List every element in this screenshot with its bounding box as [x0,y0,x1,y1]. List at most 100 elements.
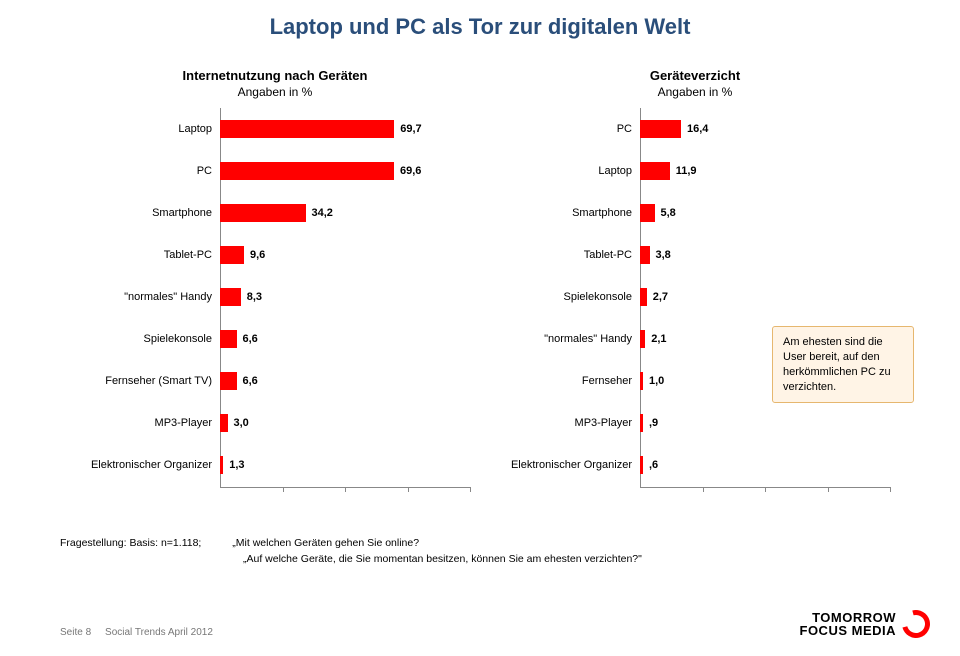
bar-row: PC 16,4 [500,118,890,140]
value-label: 3,0 [228,414,249,432]
bar-row: Elektronischer Organizer,6 [500,454,890,476]
axis-tick [828,487,829,492]
bar [220,120,394,138]
page-title: Laptop und PC als Tor zur digitalen Welt [0,14,960,40]
value-label: 69,6 [394,162,421,180]
category-label: MP3-Player [80,417,220,429]
category-label: Tablet-PC [80,249,220,261]
bar-track: 8,3 [220,288,470,306]
value-label: 11,9 [670,162,697,180]
logo-mark-icon [897,605,935,643]
value-label: ,9 [643,414,658,432]
bar [220,288,241,306]
chart-left-sub: Angaben in % [80,85,470,101]
chart-left-bars: Laptop 69,7 PC 69,6 Smartphone34,2 Tablet-PC 9… [80,108,470,488]
value-label: 3,8 [650,246,671,264]
bar-track: 69,6 [220,162,470,180]
category-label: Elektronischer Organizer [80,459,220,471]
bar [220,162,394,180]
category-label: Spielekonsole [500,291,640,303]
bar-row: Spielekonsole 2,7 [500,286,890,308]
bar-row: Fernseher (Smart TV) 6,6 [80,370,470,392]
bar-track: 9,6 [220,246,470,264]
category-label: Tablet-PC [500,249,640,261]
bar-track: 3,0 [220,414,470,432]
chart-right-header: Geräteverzicht Angaben in % [500,68,890,100]
value-label: 2,1 [645,330,666,348]
brand-logo: TOMORROW FOCUS MEDIA [800,610,931,638]
callout-box: Am ehesten sind die User bereit, auf den… [772,326,914,403]
axis-tick [890,487,891,492]
bar [640,120,681,138]
bar-row: Tablet-PC 9,6 [80,244,470,266]
category-label: "normales" Handy [80,291,220,303]
bar [640,288,647,306]
bar-row: Laptop 69,7 [80,118,470,140]
value-label: 2,7 [647,288,668,306]
category-label: Laptop [500,165,640,177]
bar-track: 16,4 [640,120,890,138]
bar [220,330,237,348]
category-label: PC [80,165,220,177]
chart-right-bars: PC 16,4 Laptop 11,9 Smartphone5,8 Tablet-PC 3,… [500,108,890,488]
bar-track: 2,7 [640,288,890,306]
value-label: 6,6 [237,372,258,390]
category-label: Elektronischer Organizer [500,459,640,471]
bar [220,204,306,222]
category-label: Laptop [80,123,220,135]
axis-tick [283,487,284,492]
category-label: "normales" Handy [500,333,640,345]
logo-line2: FOCUS MEDIA [800,624,897,637]
axis-tick [408,487,409,492]
bar [220,246,244,264]
bar [220,414,228,432]
axis-tick [470,487,471,492]
bar-row: PC 69,6 [80,160,470,182]
value-label: 34,2 [306,204,333,222]
value-label: 5,8 [655,204,676,222]
value-label: 69,7 [394,120,421,138]
bar-track: ,6 [640,456,890,474]
bar-row: Spielekonsole 6,6 [80,328,470,350]
category-label: Spielekonsole [80,333,220,345]
bar-row: Smartphone34,2 [80,202,470,224]
bar-row: MP3-Player,9 [500,412,890,434]
footnote: Fragestellung: Basis: n=1.118; „Mit welc… [60,536,642,568]
foot-basis: Fragestellung: Basis: n=1.118; [60,537,201,549]
bar [640,162,670,180]
chart-left-header: Internetnutzung nach Geräten Angaben in … [80,68,470,100]
value-label: 1,0 [643,372,664,390]
bar-track: 34,2 [220,204,470,222]
bar-track: 11,9 [640,162,890,180]
axis-tick [765,487,766,492]
bar-track: 1,3 [220,456,470,474]
bar-row: Elektronischer Organizer1,3 [80,454,470,476]
bar [220,372,237,390]
value-label: 6,6 [237,330,258,348]
value-label: ,6 [643,456,658,474]
bar-track: 5,8 [640,204,890,222]
bar-track: 6,6 [220,372,470,390]
value-label: 16,4 [681,120,708,138]
foot-q1: „Mit welchen Geräten gehen Sie online? [232,536,419,552]
category-label: Fernseher (Smart TV) [80,375,220,387]
bar-row: MP3-Player 3,0 [80,412,470,434]
chart-left-title: Internetnutzung nach Geräten [183,68,368,83]
bar [640,246,650,264]
chart-geraeteverzicht: Geräteverzicht Angaben in % PC 16,4 Laptop… [500,68,890,488]
footer-page: Seite 8 [60,627,91,638]
chart-right-title: Geräteverzicht [650,68,740,83]
foot-q2: „Auf welche Geräte, die Sie momentan bes… [243,552,642,568]
chart-right-sub: Angaben in % [500,85,890,101]
value-label: 9,6 [244,246,265,264]
bar-row: Tablet-PC 3,8 [500,244,890,266]
category-label: PC [500,123,640,135]
bar-track: 6,6 [220,330,470,348]
bar [640,204,655,222]
bar-row: Smartphone5,8 [500,202,890,224]
bar-track: 69,7 [220,120,470,138]
axis-tick [703,487,704,492]
footer: Seite 8 Social Trends April 2012 [60,627,213,638]
bar-track: ,9 [640,414,890,432]
bar-row: "normales" Handy8,3 [80,286,470,308]
